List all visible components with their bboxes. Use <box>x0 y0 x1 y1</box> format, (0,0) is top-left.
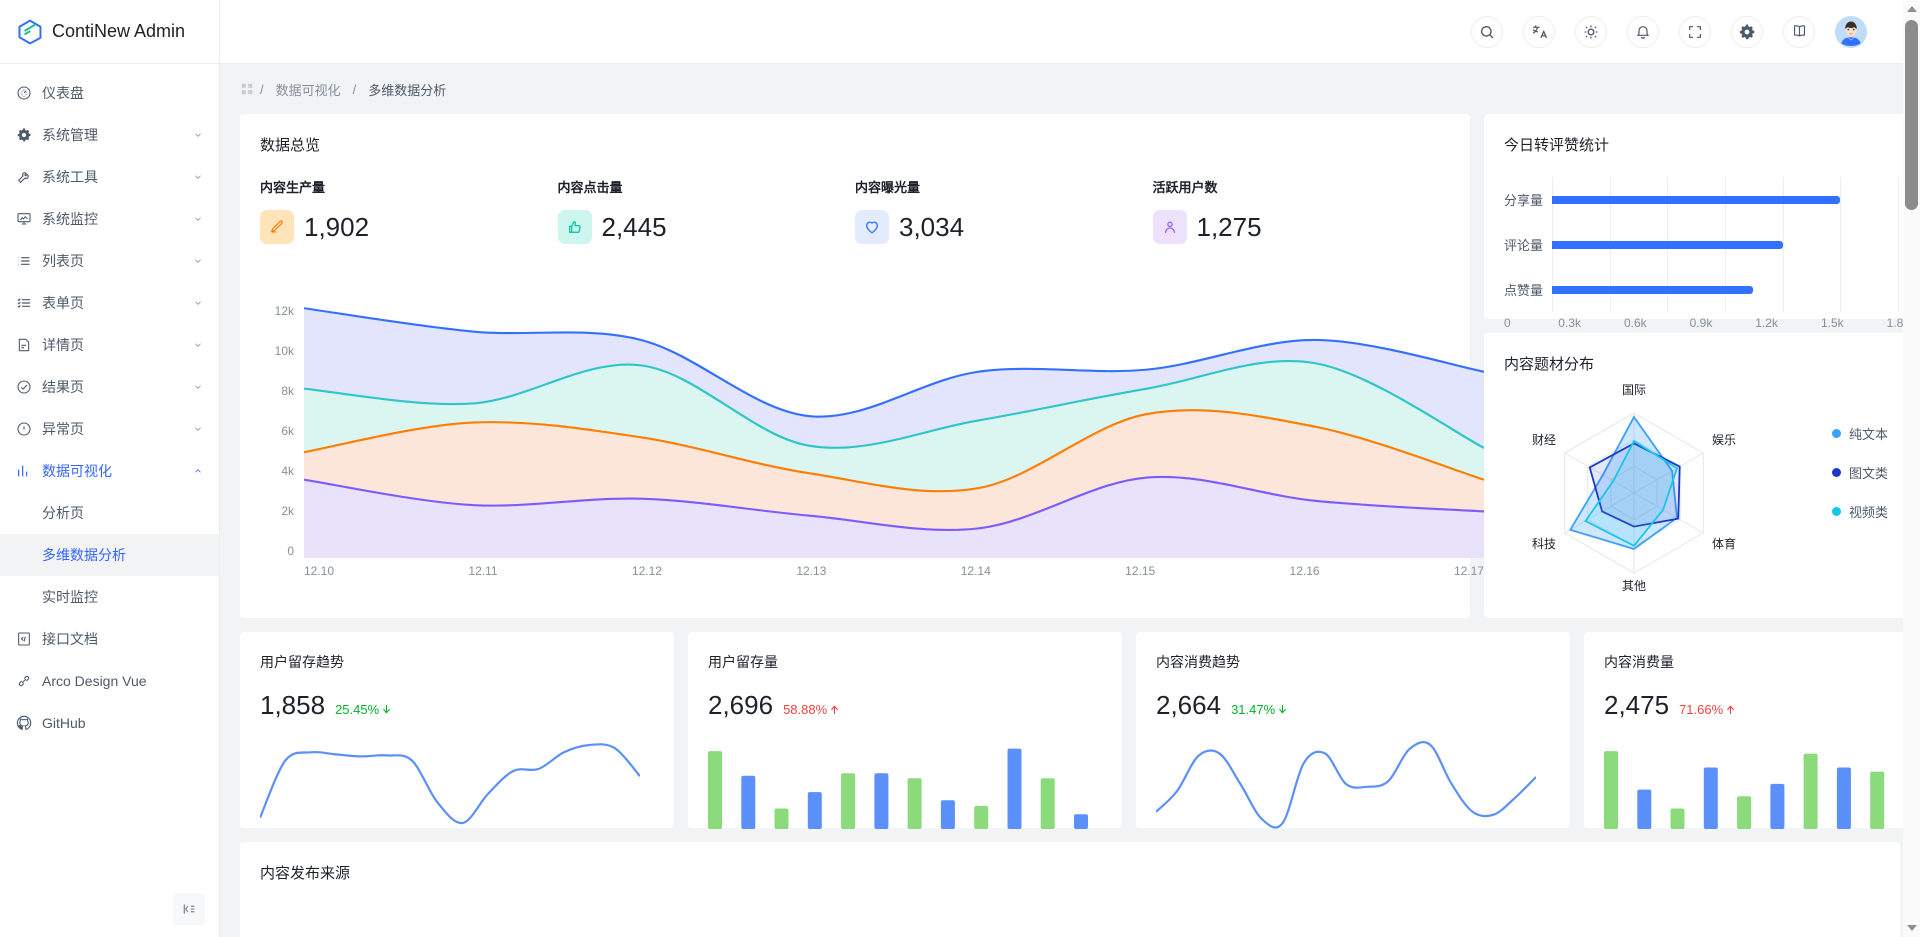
svg-text:体育: 体育 <box>1712 536 1736 551</box>
svg-text:其他: 其他 <box>1622 579 1646 593</box>
svg-text:科技: 科技 <box>1532 537 1556 551</box>
svg-text:娱乐: 娱乐 <box>1712 433 1736 447</box>
svg-text:财经: 财经 <box>1532 433 1556 447</box>
svg-text:国际: 国际 <box>1622 383 1646 397</box>
